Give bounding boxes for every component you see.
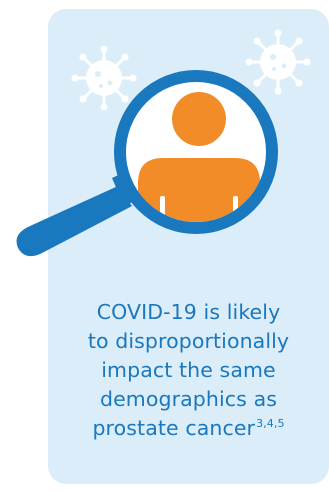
virus-icon	[245, 29, 311, 95]
virus-icon	[71, 45, 137, 111]
caption-line: COVID-19 is likely	[96, 300, 281, 324]
illustration	[16, 29, 311, 257]
caption-line: impact the same	[101, 358, 276, 382]
caption-line: prostate cancer	[92, 416, 256, 440]
caption-text: COVID-19 is likely to disproportionally …	[48, 298, 329, 443]
caption-line-last: prostate cancer3,4,5	[48, 414, 329, 443]
person-icon	[138, 92, 260, 222]
caption-line: to disproportionally	[87, 329, 290, 353]
citation-superscript: 3,4,5	[256, 417, 285, 430]
caption-line: demographics as	[99, 387, 278, 411]
magnifying-glass-icon	[16, 70, 278, 257]
